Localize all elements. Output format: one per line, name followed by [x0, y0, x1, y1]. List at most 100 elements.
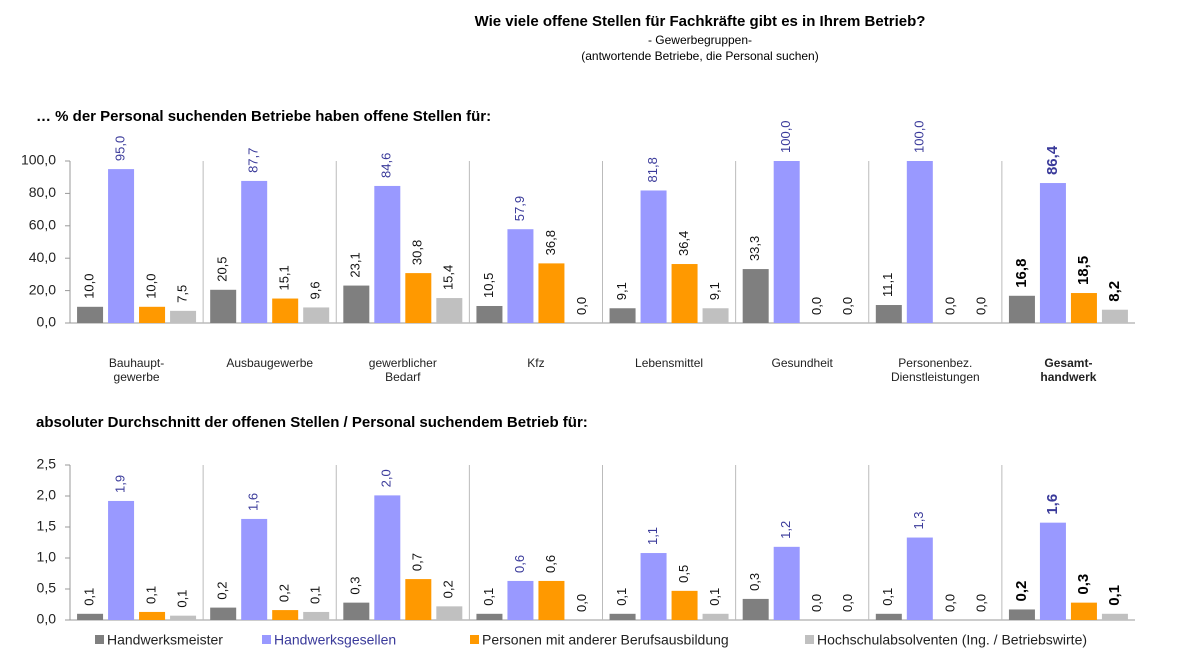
- value-label: 33,3: [747, 236, 762, 261]
- x-tick-label: Personenbez. Dienstleistungen: [890, 356, 980, 384]
- bar: [374, 495, 401, 620]
- y-tick-label: 40,0: [29, 249, 56, 265]
- value-label: 0,3: [348, 577, 363, 595]
- bar: [702, 613, 729, 620]
- bar: [108, 169, 135, 323]
- value-label: 86,4: [1044, 145, 1061, 175]
- heading: absoluter Durchschnitt der offenen Stell…: [36, 414, 588, 431]
- x-tick-label: Gesundheit: [771, 356, 833, 370]
- value-label: 36,8: [543, 230, 558, 255]
- chart-title: Wie viele offene Stellen für Fachkräfte …: [475, 13, 926, 30]
- bar: [436, 606, 463, 620]
- bar: [405, 579, 432, 620]
- bar: [77, 613, 104, 620]
- legend-swatch: [262, 635, 271, 644]
- value-label: 0,0: [809, 594, 824, 612]
- bar: [609, 308, 636, 323]
- bar: [1039, 522, 1066, 620]
- bar: [476, 305, 503, 323]
- heading: … % der Personal suchenden Betriebe habe…: [36, 108, 491, 125]
- value-label: 0,1: [82, 588, 97, 606]
- y-tick-label: 0,0: [37, 611, 57, 627]
- legend-swatch: [95, 635, 104, 644]
- bar: [1101, 613, 1128, 620]
- bar: [303, 307, 330, 323]
- bar: [773, 161, 800, 323]
- bar: [1008, 609, 1035, 620]
- value-label: 7,5: [175, 285, 190, 303]
- y-tick-label: 1,0: [37, 549, 57, 565]
- value-label: 0,5: [676, 565, 691, 583]
- value-label: 36,4: [676, 231, 691, 256]
- value-label: 15,4: [441, 265, 456, 290]
- y-tick-label: 2,5: [37, 456, 57, 472]
- legend-label: Handwerksmeister: [107, 632, 223, 648]
- value-label: 0,0: [574, 297, 589, 315]
- bar: [742, 269, 769, 323]
- bar: [507, 229, 534, 323]
- value-label: 0,1: [614, 588, 629, 606]
- value-label: 0,1: [707, 588, 722, 606]
- value-label: 0,0: [840, 297, 855, 315]
- subtitle: (antwortende Betriebe, die Personal such…: [581, 49, 818, 63]
- bar: [343, 602, 370, 620]
- value-label: 0,1: [308, 586, 323, 604]
- value-label: 0,0: [809, 297, 824, 315]
- value-label: 0,2: [215, 582, 230, 600]
- value-label: 1,1: [645, 527, 660, 545]
- bar: [77, 306, 104, 323]
- x-tick-label: Ausbaugewerbe: [226, 356, 314, 370]
- value-label: 0,2: [441, 580, 456, 598]
- value-label: 87,7: [246, 148, 261, 173]
- value-label: 20,5: [215, 256, 230, 281]
- value-label: 95,0: [113, 136, 128, 161]
- bar: [139, 611, 166, 620]
- value-label: 10,5: [481, 273, 496, 298]
- value-label: 0,0: [973, 297, 988, 315]
- value-label: 0,3: [1075, 574, 1092, 595]
- value-label: 30,8: [410, 240, 425, 265]
- bar: [1101, 309, 1128, 323]
- value-label: 0,1: [481, 588, 496, 606]
- value-label: 57,9: [512, 196, 527, 221]
- bar: [405, 273, 432, 323]
- value-label: 8,2: [1106, 281, 1123, 302]
- bar: [343, 285, 370, 323]
- bar: [1070, 293, 1097, 323]
- y-tick-label: 60,0: [29, 217, 56, 233]
- bar: [538, 580, 565, 620]
- value-label: 0,0: [973, 594, 988, 612]
- value-label: 15,1: [277, 265, 292, 290]
- value-label: 0,1: [175, 590, 190, 608]
- value-label: 0,6: [543, 555, 558, 573]
- value-label: 1,6: [246, 493, 261, 511]
- bar: [671, 590, 698, 620]
- bar: [1008, 295, 1035, 323]
- x-tick-label: Lebensmittel: [635, 356, 704, 370]
- legend-label: Handwerksgesellen: [274, 632, 396, 648]
- bar: [671, 264, 698, 323]
- bar: [210, 289, 237, 323]
- bar: [742, 598, 769, 620]
- bar: [875, 305, 902, 323]
- value-label: 9,6: [308, 281, 323, 299]
- bar: [906, 537, 933, 620]
- bar: [476, 613, 503, 620]
- value-label: 100,0: [778, 120, 793, 153]
- y-tick-label: 0,5: [37, 580, 57, 596]
- value-label: 0,6: [512, 555, 527, 573]
- bar: [241, 180, 268, 323]
- value-label: 0,7: [410, 553, 425, 571]
- x-tick-label: Gesamt- handwerk: [1040, 356, 1097, 384]
- x-tick-label: Kfz: [527, 356, 545, 370]
- legend-label: Personen mit anderer Berufsausbildung: [482, 632, 729, 648]
- value-label: 9,1: [707, 282, 722, 300]
- value-label: 18,5: [1075, 256, 1092, 285]
- value-label: 16,8: [1013, 259, 1030, 288]
- x-tick-label: Bauhaupt- gewerbe: [108, 356, 165, 384]
- bar: [374, 185, 401, 323]
- value-label: 0,0: [942, 594, 957, 612]
- y-tick-label: 80,0: [29, 184, 56, 200]
- bar: [1070, 602, 1097, 620]
